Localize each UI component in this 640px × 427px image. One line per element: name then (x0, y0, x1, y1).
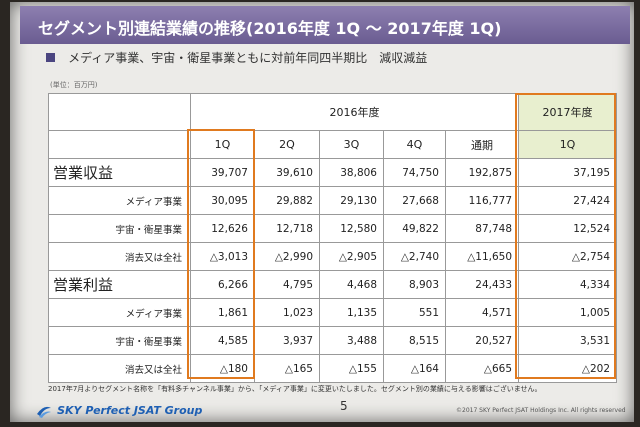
table-cell: 20,527 (444, 326, 520, 355)
table-cell: 12,718 (254, 214, 320, 243)
row-label-operating-income: 営業利益 (48, 270, 191, 299)
table-cell: △2,905 (319, 242, 384, 271)
table-cell: 29,882 (254, 186, 320, 215)
row-label: 消去又は全社 (48, 354, 191, 383)
table-cell: △2,740 (383, 242, 446, 271)
table-cell: 3,488 (319, 326, 384, 355)
row-label: メディア事業 (48, 298, 191, 327)
table-cell: 27,424 (518, 186, 618, 215)
column-header: 3Q (319, 130, 384, 159)
copyright: ©2017 SKY Perfect JSAT Holdings Inc. All… (456, 407, 626, 414)
slide: セグメント別連結業績の推移(2016年度 1Q ～ 2017年度 1Q) メディ… (10, 2, 634, 422)
table-cell: 12,580 (319, 214, 384, 243)
row-label-revenue: 営業収益 (48, 158, 191, 187)
row-label: 消去又は全社 (48, 242, 191, 271)
table-cell: 49,822 (383, 214, 446, 243)
table-cell: △202 (518, 354, 618, 383)
table-cell: 3,531 (518, 326, 618, 355)
table-cell: 30,095 (190, 186, 255, 215)
table-row: 宇宙・衛星事業 12,626 12,718 12,580 49,822 87,7… (48, 214, 618, 243)
table-cell: 3,937 (254, 326, 320, 355)
table-cell: 1,135 (319, 298, 384, 327)
table-cell: 1,005 (518, 298, 618, 327)
table-row: メディア事業 1,861 1,023 1,135 551 4,571 1,005 (48, 298, 618, 327)
table-cell: 4,334 (518, 270, 618, 299)
row-label: 宇宙・衛星事業 (48, 326, 191, 355)
table-cell: 37,195 (518, 158, 618, 187)
table-cell: 6,266 (190, 270, 255, 299)
table-cell: 1,861 (190, 298, 255, 327)
table-cell: 38,806 (319, 158, 384, 187)
unit-label: (単位：百万円) (50, 81, 98, 89)
table-cell: 12,524 (518, 214, 618, 243)
table-cell: 27,668 (383, 186, 446, 215)
table-cell: 4,571 (444, 298, 520, 327)
table-cell: 1,023 (254, 298, 320, 327)
table-cell: △3,013 (190, 242, 255, 271)
table-row: メディア事業 30,095 29,882 29,130 27,668 116,7… (48, 186, 618, 215)
table-header-period: 2016年度 2017年度 (48, 93, 618, 131)
period-2016: 2016年度 (189, 93, 520, 131)
column-header: 4Q (383, 130, 446, 159)
table-cell: 74,750 (383, 158, 446, 187)
table-cell: 4,468 (319, 270, 384, 299)
table-cell: 8,515 (383, 326, 446, 355)
table-cell: 116,777 (444, 186, 520, 215)
slide-title: セグメント別連結業績の推移(2016年度 1Q ～ 2017年度 1Q) (38, 19, 502, 38)
row-label: メディア事業 (48, 186, 191, 215)
logo-text: SKY Perfect JSAT Group (57, 404, 203, 417)
subtitle: メディア事業、宇宙・衛星事業ともに対前年同四半期比 減収減益 (68, 51, 428, 65)
table-header-columns: 1Q 2Q 3Q 4Q 通期 1Q (48, 130, 618, 159)
column-header: 1Q (518, 130, 618, 159)
column-header: 通期 (444, 130, 520, 159)
period-2017: 2017年度 (518, 93, 618, 131)
subtitle-row: メディア事業、宇宙・衛星事業ともに対前年同四半期比 減収減益 (46, 47, 427, 66)
table-cell: 4,585 (190, 326, 255, 355)
table-cell: △164 (383, 354, 446, 383)
table-cell: △2,754 (518, 242, 618, 271)
footnote: 2017年7月よりセグメント名称を「有料多チャンネル事業」から、「メディア事業」… (48, 385, 542, 393)
table-cell: 4,795 (254, 270, 320, 299)
segment-results-table: 2016年度 2017年度 1Q 2Q 3Q 4Q 通期 1Q 営業収益 39,… (48, 93, 618, 383)
header-blank (48, 93, 191, 131)
table-row: 消去又は全社 △3,013 △2,990 △2,905 △2,740 △11,6… (48, 242, 618, 271)
table-cell: △180 (190, 354, 255, 383)
page-number: 5 (340, 399, 348, 413)
table-cell: 87,748 (444, 214, 520, 243)
table-cell: △11,650 (444, 242, 520, 271)
table-row: 宇宙・衛星事業 4,585 3,937 3,488 8,515 20,527 3… (48, 326, 618, 355)
table-cell: 29,130 (319, 186, 384, 215)
company-logo: SKY Perfect JSAT Group (36, 400, 202, 419)
row-label: 宇宙・衛星事業 (48, 214, 191, 243)
table-cell: △665 (444, 354, 520, 383)
logo-mark-icon (37, 406, 51, 418)
table-cell: △155 (319, 354, 384, 383)
column-header: 1Q (190, 130, 255, 159)
table-cell: 12,626 (190, 214, 255, 243)
table-cell: 39,707 (190, 158, 255, 187)
table-cell: 8,903 (383, 270, 446, 299)
column-header: 2Q (254, 130, 320, 159)
table-cell: 39,610 (254, 158, 320, 187)
table-cell: △2,990 (254, 242, 320, 271)
table-row: 消去又は全社 △180 △165 △155 △164 △665 △202 (48, 354, 618, 383)
title-bar: セグメント別連結業績の推移(2016年度 1Q ～ 2017年度 1Q) (20, 6, 630, 44)
header-blank (48, 130, 191, 159)
square-bullet-icon (46, 53, 55, 62)
table-row: 営業利益 6,266 4,795 4,468 8,903 24,433 4,33… (48, 270, 618, 299)
table-row: 営業収益 39,707 39,610 38,806 74,750 192,875… (48, 158, 618, 187)
table-cell: 551 (383, 298, 446, 327)
table-cell: △165 (254, 354, 320, 383)
table-cell: 192,875 (444, 158, 520, 187)
table-cell: 24,433 (444, 270, 520, 299)
